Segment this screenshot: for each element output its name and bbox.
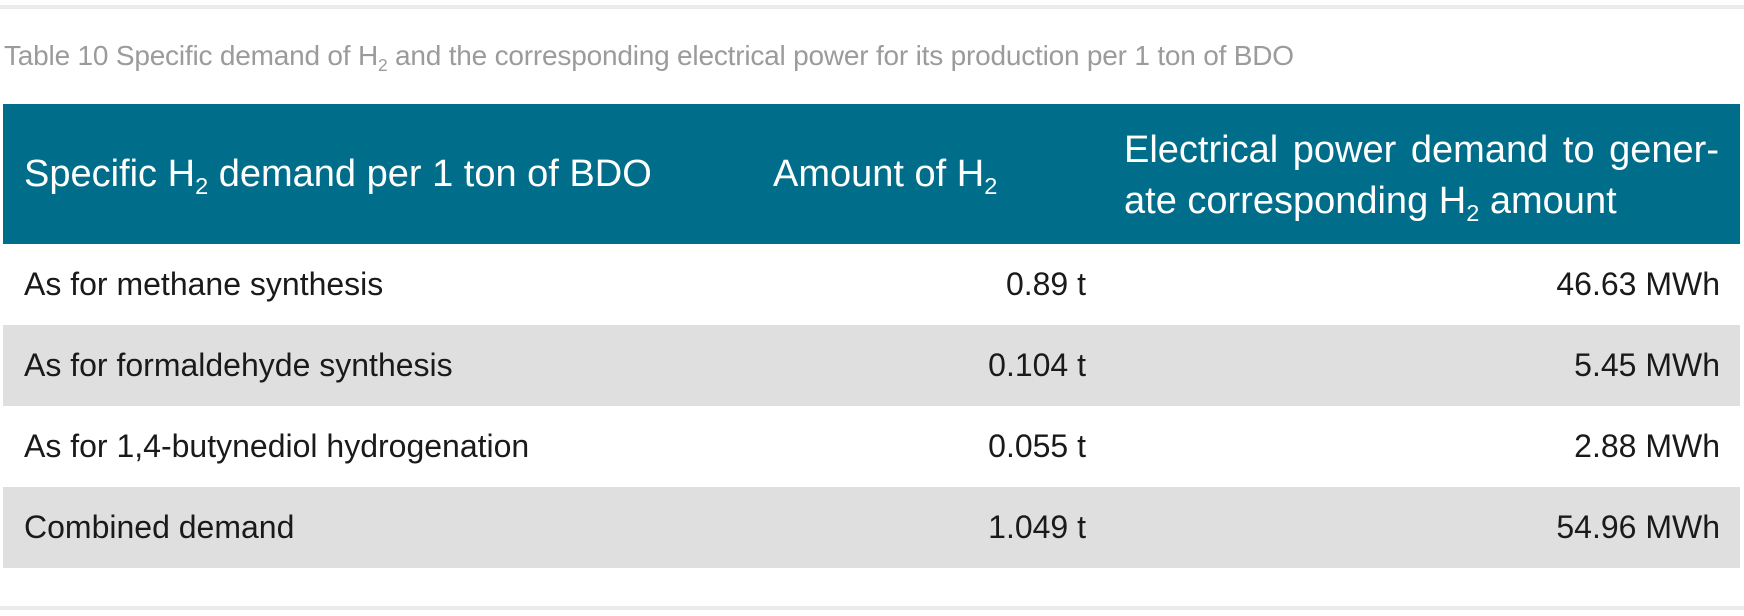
row-amount: 0.055 t: [988, 428, 1086, 464]
row-power: 46.63 MWh: [1556, 266, 1720, 302]
h2-demand-table: Specific H2 demand per 1 ton of BDO Amou…: [3, 104, 1740, 568]
table-row-total: Combined demand 1.049 t 54.96 MWh: [3, 487, 1740, 568]
table-row: As for 1,4-butynediol hydrogenation 0.05…: [3, 406, 1740, 487]
row-power: 2.88 MWh: [1574, 428, 1720, 464]
row-power: 5.45 MWh: [1574, 347, 1720, 383]
row-power: 54.96 MWh: [1556, 509, 1720, 545]
table-caption: Table 10 Specific demand of H2 and the c…: [4, 40, 1294, 76]
row-label: Combined demand: [24, 509, 295, 545]
bottom-divider: [0, 606, 1744, 610]
header-amount: Amount of H2: [773, 153, 998, 200]
header-specific-demand: Specific H2 demand per 1 ton of BDO: [24, 153, 652, 200]
header-electrical-power: Electrical power demand to gener-ate cor…: [1124, 129, 1719, 227]
row-label: As for formaldehyde synthesis: [24, 347, 453, 383]
table-header: Specific H2 demand per 1 ton of BDO Amou…: [3, 104, 1740, 244]
table-row: As for formaldehyde synthesis 0.104 t 5.…: [3, 325, 1740, 406]
table-row: As for methane synthesis 0.89 t 46.63 MW…: [3, 244, 1740, 325]
row-label: As for 1,4-butynediol hydrogenation: [24, 428, 530, 464]
row-amount: 1.049 t: [988, 509, 1086, 545]
row-amount: 0.104 t: [988, 347, 1086, 383]
row-amount: 0.89 t: [1005, 266, 1086, 302]
row-label: As for methane synthesis: [24, 266, 384, 302]
top-divider: [0, 5, 1744, 9]
